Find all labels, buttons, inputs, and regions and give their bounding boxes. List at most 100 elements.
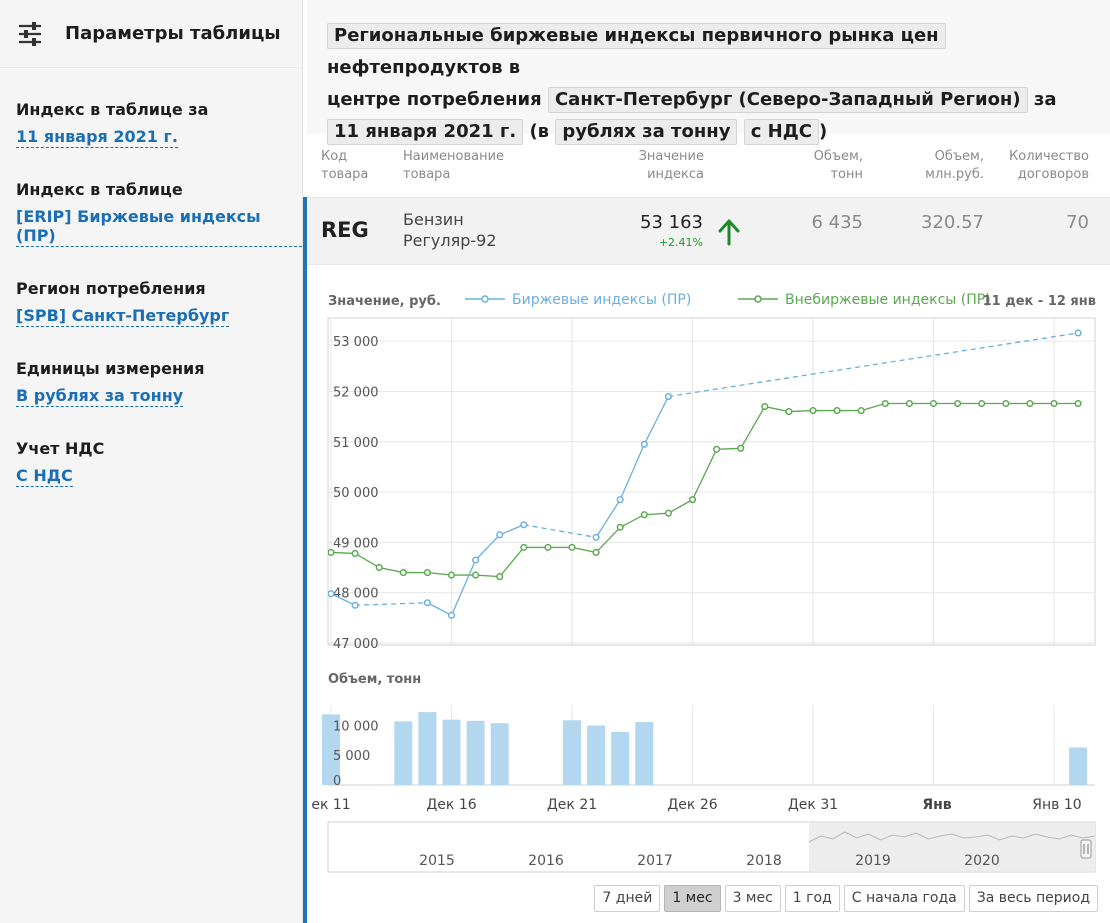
otc-series-segment: [691, 449, 718, 500]
x-tick-label: Янв: [922, 797, 951, 813]
param-date-link[interactable]: 11 января 2021 г.: [16, 127, 178, 148]
col-volume-tons[interactable]: Объем, тонн: [814, 148, 863, 184]
otc-series-point: [713, 445, 721, 453]
otc-series-point: [809, 407, 817, 415]
exchange-series-segment: [427, 602, 452, 616]
range-button[interactable]: С начала года: [843, 885, 965, 912]
exchange-series-point: [351, 601, 359, 609]
volume-bar: [1069, 747, 1088, 785]
param-label: Индекс в таблице: [16, 180, 183, 199]
otc-series-point: [737, 444, 745, 452]
x-tick-label: Дек 26: [667, 797, 717, 813]
volume-bar: [611, 731, 630, 785]
col-text: товара: [321, 167, 369, 182]
col-value[interactable]: Значение индекса: [639, 148, 704, 184]
otc-series-segment: [644, 512, 669, 516]
col-text: млн.руб.: [925, 167, 984, 182]
otc-series-point: [447, 571, 456, 579]
exchange-series-segment: [643, 396, 669, 445]
volume-bar: [563, 720, 581, 785]
exchange-series-point: [616, 496, 624, 504]
otc-series-segment: [571, 546, 597, 554]
range-button[interactable]: 1 мес: [664, 885, 721, 912]
param-index: Индекс в таблице [ERIP] Биржевые индексы…: [0, 180, 302, 247]
range-button[interactable]: 7 дней: [594, 885, 661, 912]
x-tick-label: Дек 21: [547, 797, 597, 813]
units-chip[interactable]: рублях за тонну: [555, 119, 738, 145]
col-code[interactable]: Код товара: [321, 148, 368, 184]
otc-series-point: [399, 569, 407, 577]
sidebar-title: Параметры таблицы: [65, 23, 281, 44]
volume-bar: [466, 720, 485, 785]
exchange-series-segment: [499, 524, 525, 536]
param-units-link[interactable]: В рублях за тонну: [16, 386, 184, 407]
otc-series-point: [954, 399, 962, 408]
table-row[interactable]: REG Бензин Регуляр-92 53 163 +2.41% 6 43…: [307, 197, 1110, 265]
col-text: Код: [321, 149, 348, 164]
otc-series-point: [833, 407, 841, 415]
y-tick-label: 52 000: [333, 385, 379, 400]
otc-series-segment: [427, 571, 452, 576]
navigator-series: [808, 831, 1096, 843]
heading-text: (в: [529, 121, 550, 142]
exchange-series-point: [520, 521, 528, 529]
navigator-year-label: 2018: [746, 853, 782, 869]
param-units: Единицы измерения В рублях за тонну: [0, 359, 302, 407]
price-chart[interactable]: Значение, руб. Биржевые индексы (ПР) Внеби…: [307, 265, 1110, 880]
volume-y-tick-label: 5 000: [333, 749, 370, 764]
otc-series-point: [520, 543, 528, 551]
volume-bar: [442, 719, 461, 785]
col-text: товара: [403, 167, 451, 182]
navigator-year-label: 2020: [964, 853, 1000, 869]
exchange-series-segment: [619, 444, 645, 500]
otc-series-point: [978, 399, 986, 408]
navigator-year-label: 2016: [528, 853, 564, 869]
date-chip[interactable]: 11 января 2021 г.: [327, 119, 524, 145]
otc-series-point: [664, 509, 672, 517]
exchange-series-point: [592, 533, 600, 541]
sidebar: Параметры таблицы Индекс в таблице за 11…: [0, 0, 303, 923]
col-count[interactable]: Количество договоров: [1009, 148, 1089, 184]
col-name[interactable]: Наименование товара: [403, 148, 504, 184]
exchange-series-segment: [668, 332, 1079, 398]
volume-y-tick-label: 10 000: [333, 720, 379, 735]
arrow-up-icon: [718, 219, 740, 246]
otc-series-point: [472, 571, 480, 579]
sidebar-header: Параметры таблицы: [0, 0, 302, 68]
x-tick-label: Дек 16: [426, 797, 476, 813]
exchange-series-segment: [475, 534, 501, 561]
exchange-series-segment: [595, 499, 621, 538]
volume-chart-title: Объем, тонн: [328, 672, 421, 687]
x-tick-label: Янв 10: [1032, 797, 1081, 813]
param-index-link[interactable]: [ERIP] Биржевые индексы (ПР): [16, 207, 302, 247]
exchange-series-segment: [450, 559, 477, 616]
otc-series-segment: [330, 551, 356, 555]
navigator-handle[interactable]: [1080, 839, 1092, 859]
otc-series-point: [328, 548, 335, 556]
otc-series-point: [857, 407, 865, 415]
heading-text: ): [818, 121, 828, 142]
param-label: Индекс в таблице за: [16, 100, 209, 119]
param-label: Регион потребления: [16, 279, 206, 298]
param-region-link[interactable]: [SPB] Санкт-Петербург: [16, 306, 230, 327]
volume-bar: [587, 725, 606, 785]
x-tick-label: Дек 31: [788, 797, 838, 813]
otc-series-point: [1026, 399, 1034, 408]
otc-series-point: [905, 399, 913, 408]
vat-chip[interactable]: с НДС: [743, 119, 819, 145]
range-selector: 7 дней 1 мес 3 мес 1 год С начала года За вес…: [594, 885, 1098, 912]
sliders-icon[interactable]: [17, 21, 43, 47]
otc-series-point: [592, 548, 600, 556]
index-chip[interactable]: Региональные биржевые индексы первичного…: [327, 23, 946, 49]
range-button[interactable]: 1 год: [784, 885, 840, 912]
range-button[interactable]: 3 мес: [724, 885, 781, 912]
param-vat: Учет НДС С НДС: [0, 439, 302, 487]
param-vat-link[interactable]: С НДС: [16, 466, 73, 487]
otc-series-segment: [475, 574, 500, 578]
col-volume-rub[interactable]: Объем, млн.руб.: [925, 148, 984, 184]
region-chip[interactable]: Санкт-Петербург (Северо-Западный Регион): [547, 87, 1028, 113]
col-text: тонн: [830, 167, 863, 182]
y-tick-label: 49 000: [333, 536, 379, 551]
navigator-year-label: 2019: [855, 853, 891, 869]
range-button[interactable]: За весь период: [968, 885, 1098, 912]
